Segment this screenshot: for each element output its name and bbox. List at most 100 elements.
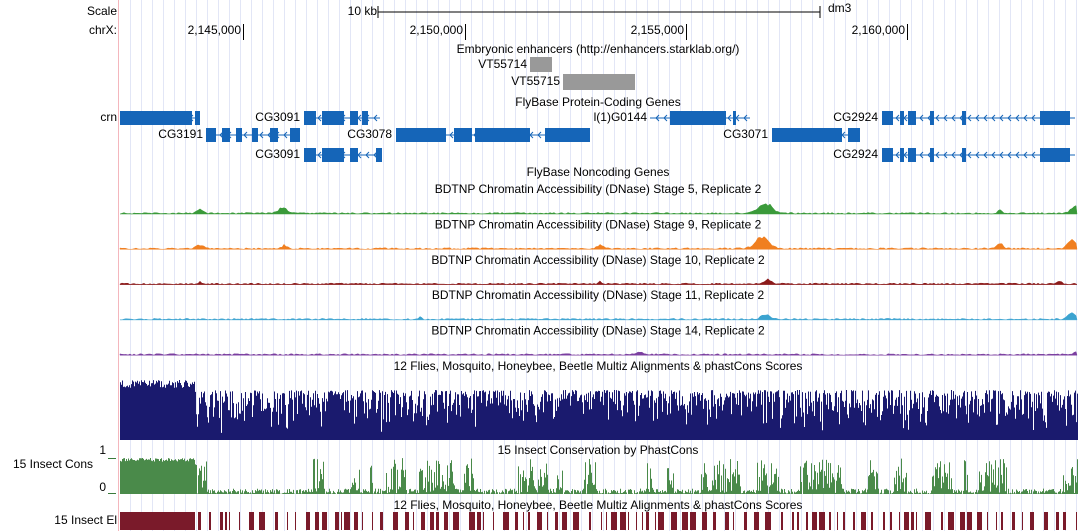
element: [682, 512, 688, 530]
strand-arrow: [919, 114, 924, 122]
axis-max: 1: [99, 443, 106, 457]
element: [1056, 512, 1059, 530]
position-grid: [130, 0, 1077, 531]
tracks: 2,145,000 2,150,000 2,155,000 2,160,000 Embr…: [13, 23, 1078, 530]
strand-arrow: [365, 151, 370, 159]
enhancer-label: VT55714: [478, 57, 527, 71]
element: [620, 512, 626, 530]
enhancer: [530, 57, 552, 72]
element: [413, 512, 414, 530]
element: [611, 512, 617, 530]
track-title: 15 Insect Conservation by PhastCons: [498, 443, 699, 457]
element: [209, 512, 211, 530]
gene-exon: [930, 148, 934, 162]
ruler-label: 2,155,000: [631, 23, 685, 37]
conservation: [120, 458, 1078, 494]
element: [977, 512, 982, 530]
side-label: 15 Insect El: [54, 513, 117, 527]
gene-exon: [848, 128, 860, 142]
element: [843, 512, 845, 530]
element: [861, 512, 866, 530]
signal: [119, 278, 1078, 285]
element: [229, 512, 230, 530]
track-title: FlyBase Protein-Coding Genes: [515, 95, 680, 109]
strand-arrow: [895, 151, 900, 159]
element: [555, 512, 558, 530]
element: [493, 512, 494, 530]
signal: [119, 236, 1078, 250]
strand-arrow: [991, 114, 996, 122]
strand-arrow: [935, 114, 940, 122]
element: [1022, 512, 1023, 530]
element: [646, 512, 649, 530]
element: [806, 512, 808, 530]
strand-arrow: [655, 114, 660, 122]
strand-arrow: [283, 131, 288, 139]
element: [960, 512, 965, 530]
track-title: FlyBase Noncoding Genes: [527, 165, 670, 179]
gene-exon: [962, 111, 966, 125]
element: [547, 512, 548, 530]
element: [812, 512, 817, 530]
element: [883, 512, 885, 530]
side-label: 15 Insect Cons: [13, 457, 93, 471]
signal: [119, 351, 1078, 356]
element: [306, 512, 310, 530]
track-title: BDTNP Chromatin Accessibility (DNase) St…: [435, 182, 762, 196]
strand-arrow: [449, 131, 454, 139]
element: [642, 512, 643, 530]
gene-exon: [882, 111, 893, 125]
gene-exon: [772, 128, 842, 142]
strand-arrow: [983, 114, 988, 122]
element: [225, 512, 227, 530]
element: [987, 512, 988, 530]
strand-arrow: [895, 114, 900, 122]
gene-exon: [322, 111, 344, 125]
gene-label: CG2924: [833, 147, 878, 161]
element: [837, 512, 838, 530]
strand-arrow: [943, 151, 948, 159]
element: [198, 512, 201, 530]
ruler-label: 2,150,000: [410, 23, 464, 37]
element: [1076, 512, 1077, 530]
element: [819, 512, 825, 530]
track-title: BDTNP Chromatin Accessibility (DNase) St…: [432, 288, 765, 302]
element: [890, 512, 892, 530]
element: [1063, 512, 1066, 530]
strand-arrow: [317, 151, 322, 159]
element: [444, 512, 448, 530]
gene-label: CG2924: [833, 110, 878, 124]
element: [725, 512, 729, 530]
assembly: dm3: [828, 1, 852, 15]
strand-arrow: [951, 114, 956, 122]
gene-exon: [206, 128, 216, 142]
gene-exon: [322, 148, 344, 162]
element: [690, 512, 696, 530]
gene-exon: [270, 128, 278, 142]
strand-arrow: [975, 114, 980, 122]
element: [601, 512, 602, 530]
strand-arrow: [1031, 114, 1036, 122]
enhancer-label: VT55715: [511, 74, 560, 88]
strand-arrow: [991, 151, 996, 159]
element: [537, 512, 542, 530]
track-title: Embryonic enhancers (http://enhancers.st…: [457, 42, 740, 56]
element: [322, 512, 327, 530]
element: [220, 512, 223, 530]
gene-exon: [396, 128, 446, 142]
track-title: 12 Flies, Mosquito, Honeybee, Beetle Mul…: [394, 498, 803, 512]
element: [911, 512, 914, 530]
gene-exon: [882, 148, 893, 162]
element: [916, 512, 917, 530]
element: [483, 512, 484, 530]
strand-arrow: [1023, 151, 1028, 159]
ruler-label: 2,145,000: [188, 23, 242, 37]
strand-arrow: [975, 151, 980, 159]
element: [636, 512, 637, 530]
gene-exon: [290, 128, 300, 142]
gene-exon: [120, 111, 192, 125]
element: [744, 512, 747, 530]
strand-arrow: [999, 114, 1004, 122]
